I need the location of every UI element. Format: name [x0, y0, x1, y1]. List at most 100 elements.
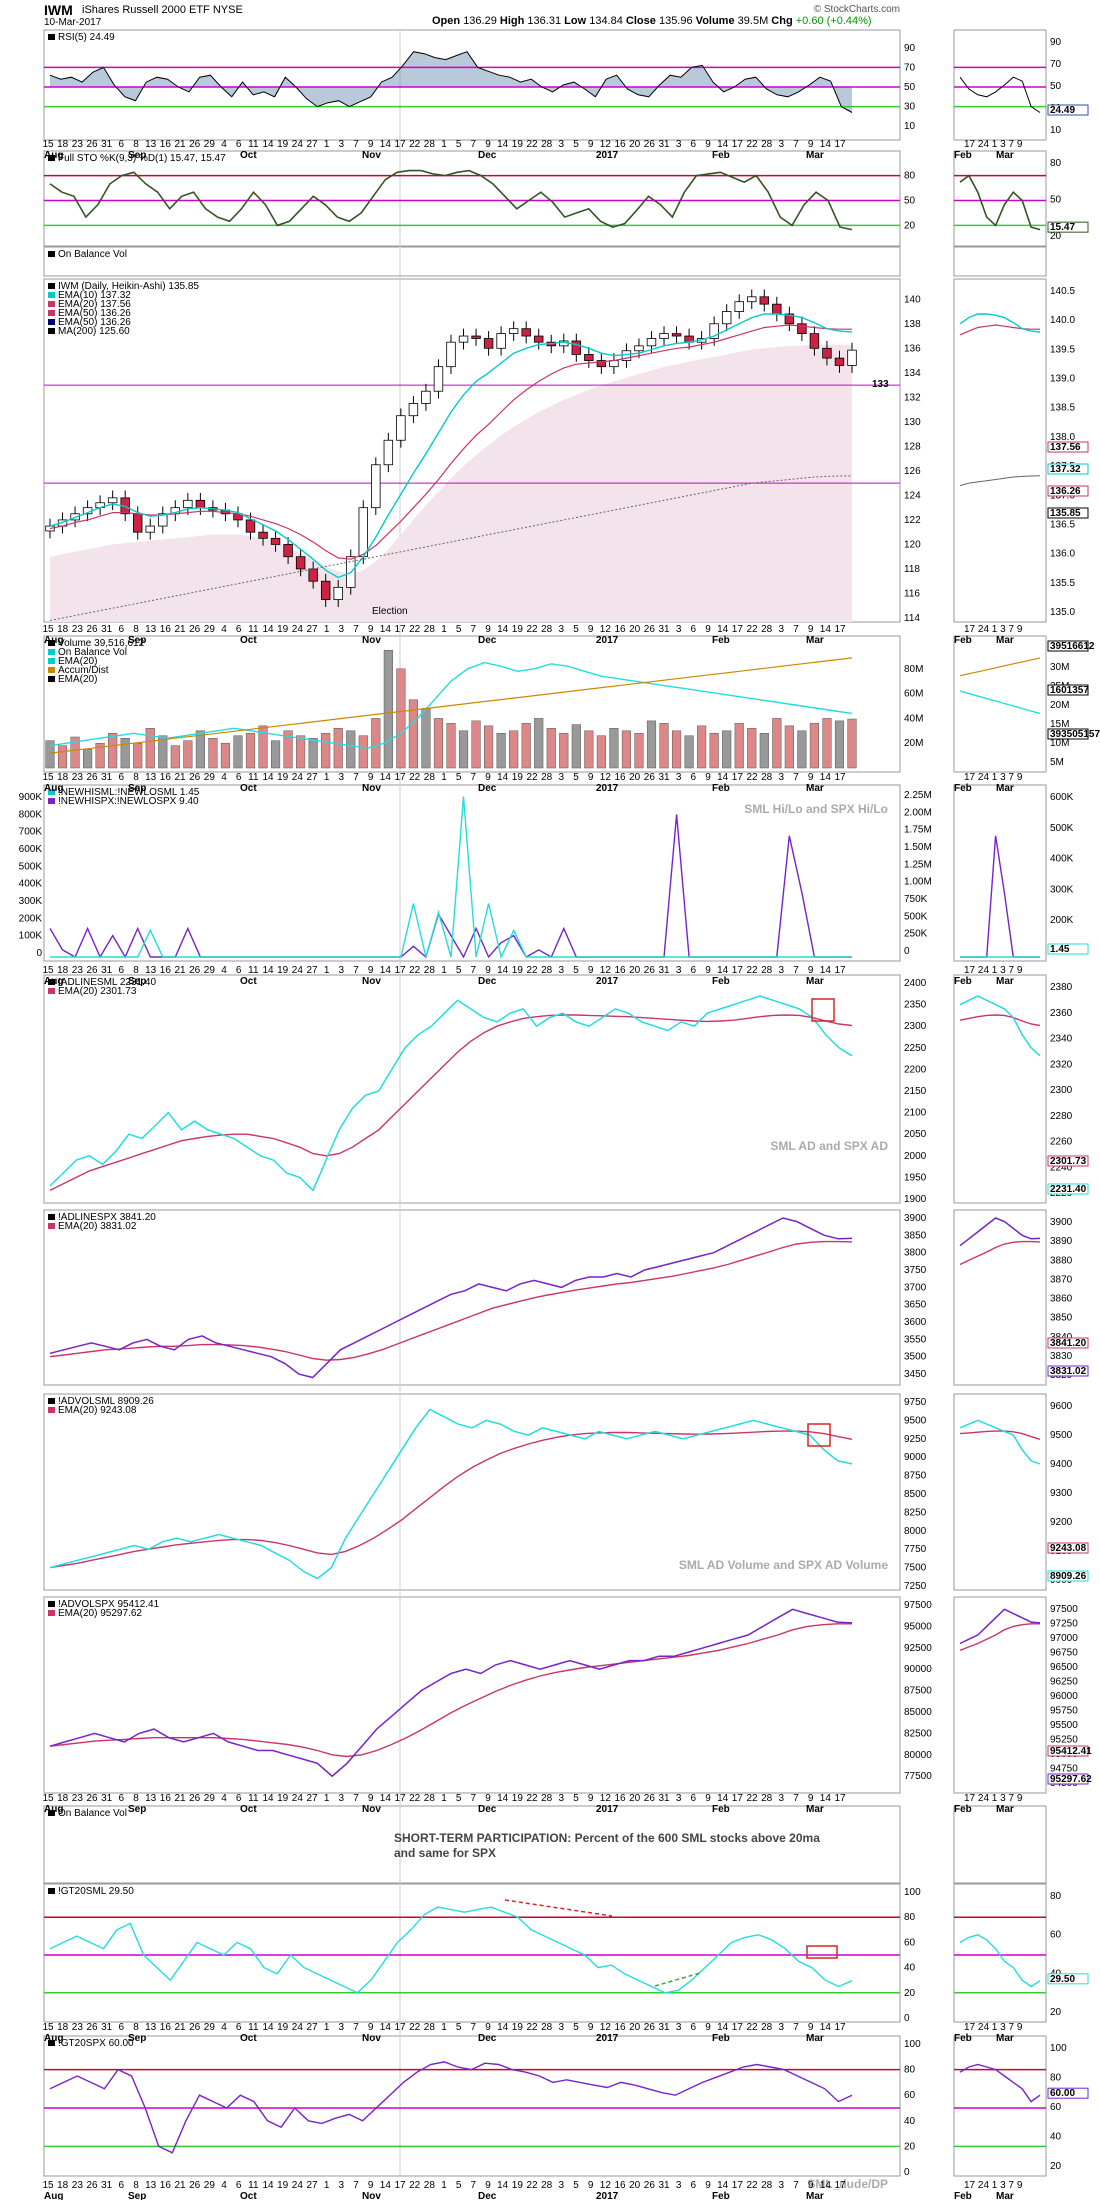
small-tick-adspx-1: 3890 [1050, 1236, 1073, 1247]
hilo-value-tag-box [1047, 943, 1089, 955]
small-tick-volume-5: 10M [1050, 738, 1069, 749]
x-month-label: Aug [44, 976, 63, 987]
x-day-label: 1 [324, 772, 330, 783]
right-tick-price-2: 136 [904, 343, 921, 354]
x-day-label: 9 [588, 2022, 594, 2033]
right-tick-advolsml-7: 8000 [904, 1526, 927, 1537]
x-day-label: 9 [485, 2180, 491, 2191]
x-day-label: 14 [820, 965, 832, 976]
volume-bar [195, 730, 205, 769]
volume-bar [133, 742, 143, 769]
x-day-label: 12 [600, 139, 612, 150]
x-month-label: Oct [240, 783, 257, 794]
x-day-label: 19 [277, 965, 289, 976]
x-day-label: 6 [691, 1793, 697, 1804]
candle-body [245, 519, 256, 533]
x-day-label: 15 [42, 1793, 54, 1804]
candle-body [621, 350, 632, 361]
x-day-label: 6 [119, 624, 125, 635]
participation-note-0: SHORT-TERM PARTICIPATION: Percent of the… [394, 1831, 820, 1845]
small-tick-hilo-4: 200K [1050, 915, 1074, 926]
x-small-month-label: Feb [954, 2191, 972, 2200]
advolspx-ema-line-small [959, 1623, 1040, 1652]
candle-body [747, 296, 757, 303]
legend-swatch-obv2-0 [48, 1810, 55, 1816]
candle-body [295, 556, 306, 570]
x-day-label: 16 [614, 965, 626, 976]
x-day-label: 31 [101, 2180, 113, 2191]
volume-bar [421, 708, 431, 769]
small-tick-gt20sml-0: 80 [1050, 1891, 1062, 1902]
x-month-label: Dec [478, 2033, 497, 2044]
right-tick-hilo-1: 2.00M [904, 807, 932, 818]
legend-swatch-gt20spx-0 [48, 2040, 55, 2046]
right-tick-gt20spx-4: 20 [904, 2141, 916, 2152]
x-day-label: 26 [644, 2022, 656, 2033]
x-day-label: 14 [497, 965, 509, 976]
x-day-label: 28 [761, 2180, 773, 2191]
x-month-label: Aug [44, 2033, 63, 2044]
candle-body [145, 525, 155, 533]
x-day-label: 17 [394, 624, 406, 635]
legend-advolsml-1: EMA(20) 9243.08 [58, 1405, 137, 1416]
x-day-label: 9 [808, 2022, 814, 2033]
x-day-label: 16 [614, 1793, 626, 1804]
adspx-main-line-small [959, 1217, 1041, 1247]
sto-line-small [959, 174, 1041, 231]
legend-hilo-1: !NEWHISPX:!NEWLOSPX 9.40 [58, 796, 199, 807]
x-day-label: 7 [793, 2180, 799, 2191]
candle-body [709, 323, 719, 339]
x-day-label: 27 [306, 139, 318, 150]
volume-obv-line [49, 661, 853, 749]
x-day-label: 16 [614, 772, 626, 783]
x-day-label: 20 [629, 139, 641, 150]
legend-advolspx-1: EMA(20) 95297.62 [58, 1608, 142, 1619]
adsml-small-tag-1-box [1047, 1183, 1089, 1195]
x-small-month-label: Mar [996, 150, 1014, 161]
x-day-label: 9 [705, 1793, 711, 1804]
right-tick-sto-1: 50 [904, 196, 916, 207]
x-day-label: 22 [746, 1793, 758, 1804]
price-small-tag-0: 137.56 [1050, 442, 1081, 453]
x-day-label: 3 [676, 139, 682, 150]
small-tick-advolspx-11: 94750 [1050, 1764, 1078, 1775]
right-tick-gt20sml-4: 20 [904, 1988, 916, 1999]
x-day-label: 8 [133, 1793, 139, 1804]
x-day-label: 5 [573, 2180, 579, 2191]
x-month-label: Aug [44, 2191, 63, 2200]
x-day-label: 3 [676, 2180, 682, 2191]
volume-bar [446, 723, 456, 769]
x-day-label: 7 [793, 2022, 799, 2033]
small-tick-volume-6: 5M [1050, 757, 1064, 768]
chart-header: IWM iShares Russell 2000 ETF NYSE 10-Mar… [0, 0, 1100, 30]
volume-bar [634, 733, 644, 769]
volume-small-tag-1-box [1047, 684, 1089, 696]
left-tick-hilo-6: 300K [19, 896, 43, 907]
right-tick-advolsml-4: 8750 [904, 1471, 927, 1482]
volume-bar [709, 733, 719, 769]
x-day-label: 28 [424, 2180, 436, 2191]
x-day-label: 28 [761, 624, 773, 635]
x-day-label: 13 [145, 772, 157, 783]
x-month-label: Feb [712, 976, 730, 987]
rsi-value-tag-box [1047, 104, 1089, 116]
legend-volume-1: On Balance Vol [58, 647, 127, 658]
right-tick-adspx-0: 3900 [904, 1213, 927, 1224]
small-tick-advolsml-4: 9200 [1050, 1517, 1073, 1528]
x-month-label: 2017 [596, 1804, 619, 1815]
x-day-label: 3 [676, 1793, 682, 1804]
adsml-small-tag-0-box [1047, 1155, 1089, 1167]
gt20sml-value-tag: 29.50 [1050, 1974, 1075, 1985]
x-day-label: 3 [339, 2022, 345, 2033]
adspx-small-tag-0-box [1047, 1337, 1089, 1349]
price-ma200-dotted [49, 475, 853, 621]
candle-body [634, 345, 644, 352]
x-day-label: 12 [600, 772, 612, 783]
volume-bar [57, 745, 68, 769]
x-day-label: 8 [133, 2180, 139, 2191]
right-tick-hilo-7: 500K [904, 911, 928, 922]
x-day-label: 17 [394, 965, 406, 976]
right-tick-sto-0: 80 [904, 171, 916, 182]
x-day-label: 26 [189, 965, 201, 976]
volume-bar [170, 745, 180, 769]
